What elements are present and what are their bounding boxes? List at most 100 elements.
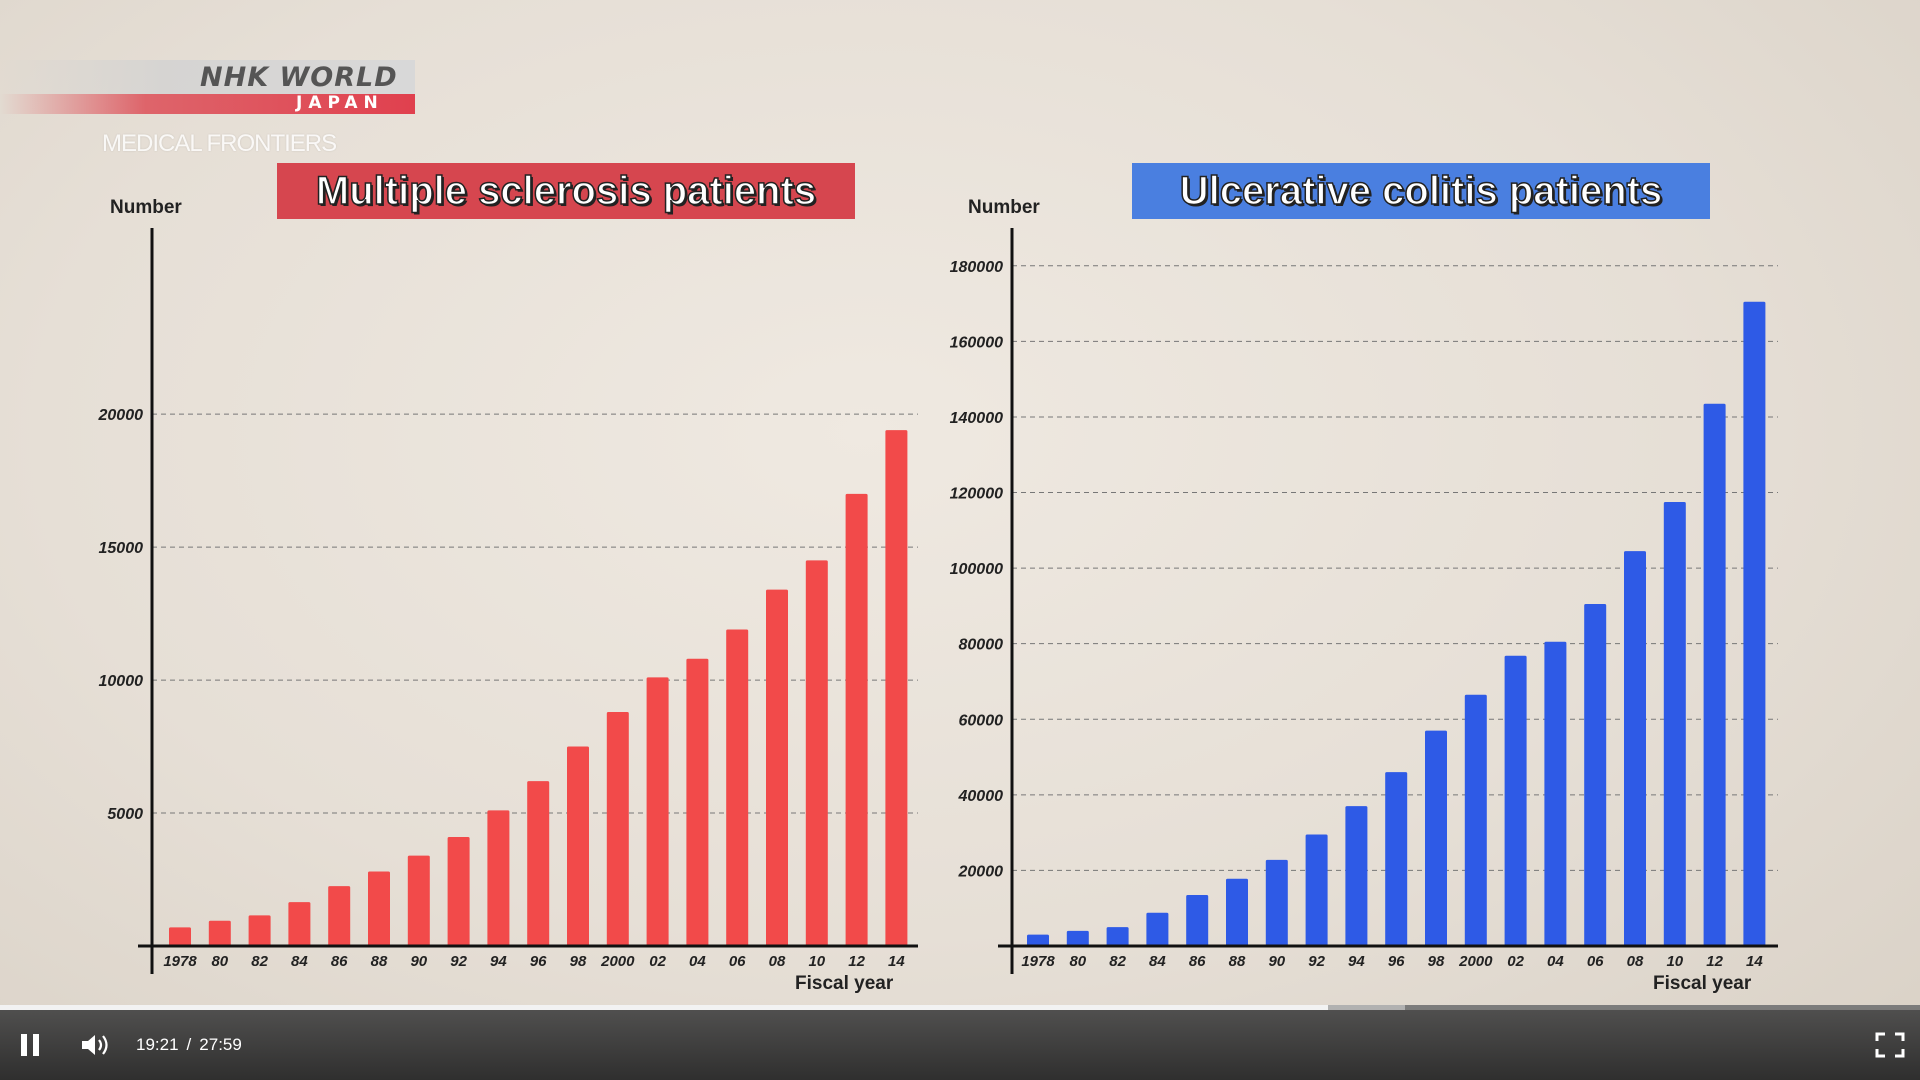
ms-xtick-label: 94 — [490, 953, 507, 970]
ms-bar — [766, 589, 788, 946]
chart-title-ms: Multiple sclerosis patients — [277, 163, 855, 219]
uc-xtick-label: 12 — [1706, 953, 1723, 970]
uc-bar — [1146, 912, 1169, 946]
logo-strip-bottom — [0, 94, 415, 114]
uc-ytick-label: 40000 — [958, 788, 1004, 805]
ms-xtick-label: 12 — [848, 953, 865, 970]
ms-bar — [447, 836, 470, 946]
ms-ytick-label: 10000 — [99, 673, 144, 690]
broadcaster-logo: NHK WORLD JAPAN — [0, 60, 415, 114]
uc-xtick-label: 94 — [1348, 953, 1365, 970]
ms-bar — [328, 886, 351, 946]
ms-ytick-label: 20000 — [98, 407, 144, 424]
uc-xtick-label: 2000 — [1458, 953, 1493, 970]
uc-bar — [1265, 859, 1288, 946]
uc-bar — [1226, 878, 1248, 946]
uc-bar — [1345, 806, 1368, 946]
fullscreen-icon — [1875, 1032, 1905, 1058]
uc-xtick-label: 90 — [1268, 953, 1285, 970]
logo-main-text: NHK WORLD — [200, 62, 398, 93]
pause-button[interactable] — [10, 1025, 50, 1065]
uc-xtick-label: 02 — [1507, 953, 1524, 970]
uc-xtick-label: 82 — [1109, 953, 1126, 970]
ms-bar — [487, 810, 510, 946]
ms-xtick-label: 1978 — [163, 953, 197, 970]
ms-bar — [208, 920, 231, 946]
uc-bar — [1106, 927, 1129, 946]
uc-ytick-label: 100000 — [950, 561, 1003, 578]
ms-bar — [686, 658, 709, 946]
ms-bar — [567, 746, 589, 946]
logo-sub-text: JAPAN — [296, 93, 384, 113]
uc-ytick-label: 160000 — [950, 334, 1003, 351]
volume-icon — [82, 1035, 108, 1055]
time-display: 19:21 / 27:59 — [136, 1035, 242, 1055]
uc-xtick-label: 84 — [1149, 953, 1166, 970]
ms-ytick-label: 15000 — [99, 540, 144, 557]
uc-xtick-label: 86 — [1189, 953, 1206, 970]
xlabel-ms: Fiscal year — [795, 973, 894, 994]
chart-title-uc: Ulcerative colitis patients — [1132, 163, 1710, 219]
uc-bar — [1584, 604, 1607, 946]
ms-xtick-label: 84 — [291, 953, 308, 970]
uc-xtick-label: 04 — [1547, 953, 1564, 970]
uc-ytick-label: 20000 — [958, 863, 1004, 880]
program-name: MEDICAL FRONTIERS — [102, 130, 337, 157]
ms-xtick-label: 2000 — [600, 953, 635, 970]
ms-ytick-label: 5000 — [107, 806, 143, 823]
time-separator: / — [186, 1035, 192, 1054]
uc-ytick-label: 180000 — [950, 259, 1003, 276]
ms-xtick-label: 02 — [649, 953, 666, 970]
ms-bar — [845, 493, 868, 946]
uc-bar — [1305, 834, 1328, 946]
charts-svg: 5000 10000 15000 20000 1978 80 82 84 86 88 90 92 94 9… — [98, 228, 1778, 974]
fullscreen-button[interactable] — [1870, 1025, 1910, 1065]
ms-bar — [288, 902, 311, 946]
logo-strip-top — [0, 60, 415, 94]
pause-icon — [21, 1034, 39, 1056]
uc-bar — [1504, 655, 1527, 946]
progress-bar[interactable] — [0, 1005, 1920, 1010]
uc-bar — [1464, 694, 1487, 946]
ms-xtick-label: 04 — [689, 953, 706, 970]
uc-xtick-label: 10 — [1666, 953, 1683, 970]
uc-xtick-label: 98 — [1428, 953, 1445, 970]
uc-bar — [1663, 501, 1686, 946]
xlabel-uc: Fiscal year — [1653, 973, 1752, 994]
ms-bar — [248, 915, 271, 946]
ms-bar — [169, 927, 191, 946]
duration: 27:59 — [199, 1035, 242, 1054]
uc-ytick-label: 140000 — [950, 410, 1003, 427]
ylabel-uc: Number — [968, 197, 1040, 218]
ms-xtick-label: 90 — [410, 953, 427, 970]
ms-bar — [726, 629, 749, 946]
uc-xtick-label: 96 — [1388, 953, 1405, 970]
uc-xtick-label: 80 — [1069, 953, 1086, 970]
uc-ytick-label: 60000 — [959, 712, 1004, 729]
charts-area: 5000 10000 15000 20000 1978 80 82 84 86 88 90 92 94 9… — [98, 163, 1778, 994]
ms-bar — [407, 855, 430, 946]
ms-xtick-label: 98 — [570, 953, 587, 970]
uc-bar — [1385, 772, 1408, 946]
uc-bar — [1544, 641, 1567, 946]
ms-bar — [885, 430, 908, 946]
uc-bar — [1624, 551, 1646, 946]
ms-xtick-label: 82 — [251, 953, 268, 970]
ms-bar — [646, 677, 669, 946]
uc-bar — [1027, 934, 1049, 946]
uc-xtick-label: 14 — [1746, 953, 1763, 970]
ylabel-ms: Number — [110, 197, 182, 218]
uc-xtick-label: 92 — [1308, 953, 1325, 970]
progress-played — [0, 1005, 1328, 1010]
ms-xtick-label: 96 — [530, 953, 547, 970]
ms-bar — [527, 781, 550, 946]
uc-bar — [1743, 301, 1766, 947]
volume-button[interactable] — [76, 1025, 116, 1065]
uc-bar — [1703, 403, 1726, 946]
ms-bar — [805, 560, 828, 946]
ms-xtick-label: 06 — [729, 953, 746, 970]
uc-xtick-label: 1978 — [1021, 953, 1055, 970]
uc-bar — [1186, 894, 1209, 946]
uc-xtick-label: 08 — [1627, 953, 1644, 970]
